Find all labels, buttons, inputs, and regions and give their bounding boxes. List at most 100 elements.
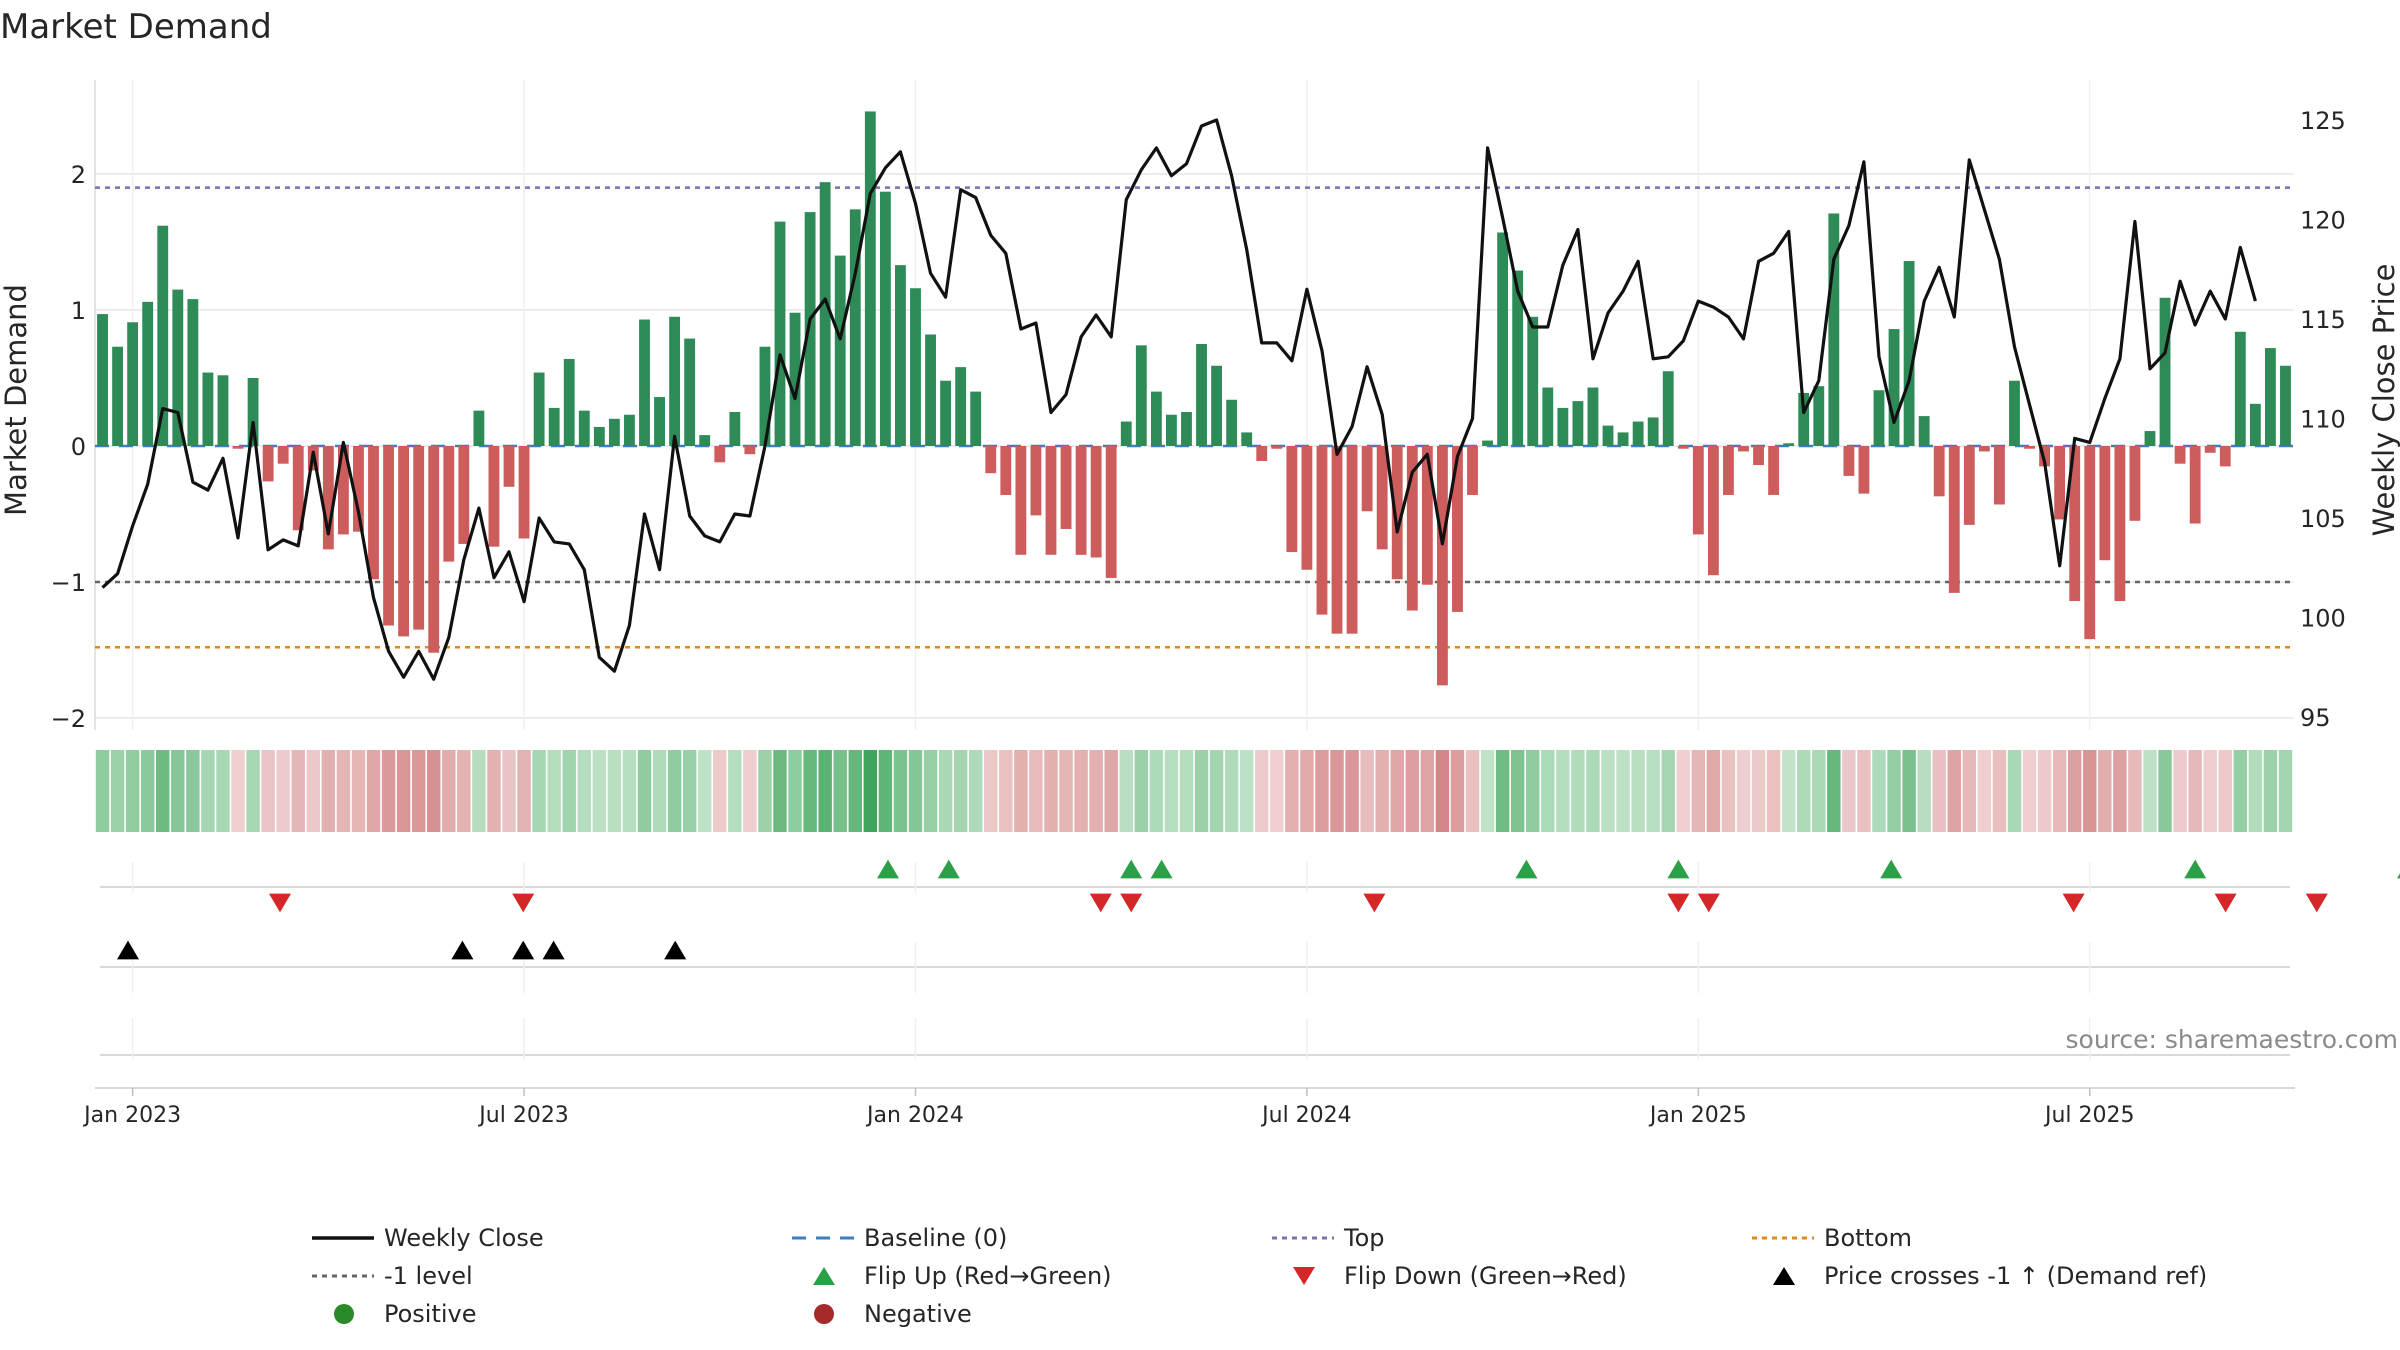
flip-down-marker — [2062, 893, 2085, 913]
demand-bar — [2189, 446, 2201, 524]
price-cross-marker — [542, 940, 565, 960]
flip-down-marker — [269, 893, 291, 913]
heat-cell — [2248, 750, 2263, 832]
demand-bar — [639, 319, 650, 446]
legend-label: Negative — [864, 1300, 972, 1328]
heat-cell — [231, 750, 245, 832]
demand-bar — [1738, 446, 1749, 452]
heat-cell — [863, 750, 878, 832]
demand-bar — [578, 410, 590, 446]
heat-cell — [1631, 750, 1645, 832]
demand-bar — [1090, 446, 1102, 558]
demand-bar — [624, 414, 635, 446]
heat-cell — [743, 750, 757, 832]
heat-cell — [893, 750, 908, 832]
demand-bar — [955, 367, 967, 446]
demand-bar — [428, 446, 440, 653]
demand-bar — [608, 418, 620, 446]
demand-bar — [699, 435, 711, 446]
demand-bar — [1150, 391, 1162, 446]
demand-bar — [940, 380, 952, 446]
heat-cell — [773, 750, 787, 832]
legend-label: -1 level — [384, 1262, 473, 1290]
heat-cell — [2218, 750, 2232, 832]
demand-bar — [2264, 348, 2276, 446]
demand-bar — [2054, 446, 2066, 520]
heat-cell — [1510, 750, 1525, 832]
demand-bar — [2280, 365, 2291, 446]
heat-cell — [1149, 750, 1164, 832]
heat-cell — [2263, 750, 2278, 832]
flip-down-marker — [512, 893, 535, 913]
demand-bar — [1211, 365, 1223, 446]
legend-up-triangle — [813, 1267, 835, 1285]
demand-bar — [2219, 446, 2231, 467]
demand-bar — [1000, 446, 1012, 495]
demand-bar — [1978, 446, 1990, 452]
heat-cell — [110, 750, 125, 832]
demand-bar — [864, 111, 876, 446]
demand-bar — [1948, 446, 1960, 593]
demand-bar — [2024, 446, 2035, 449]
demand-bar — [1361, 446, 1373, 512]
demand-bar — [1376, 446, 1388, 550]
demand-bar — [1572, 401, 1584, 446]
demand-bar — [1075, 446, 1087, 555]
y-axis-label-right: Weekly Close Price — [2367, 264, 2400, 537]
demand-bars — [97, 111, 2291, 686]
demand-bar — [1873, 390, 1885, 446]
heat-cell — [125, 750, 140, 832]
heat-cell — [306, 750, 321, 832]
heat-cell — [1285, 750, 1299, 832]
heat-cell — [1902, 750, 1916, 832]
heat-cell — [186, 750, 200, 832]
demand-bar — [1617, 432, 1629, 446]
legend-label: Positive — [384, 1300, 477, 1328]
demand-bar — [2159, 297, 2171, 446]
flip-down-marker — [1363, 893, 1386, 913]
demand-bar — [217, 375, 229, 446]
demand-bar — [2069, 446, 2081, 602]
demand-bar — [593, 426, 605, 446]
demand-bar — [1467, 446, 1478, 495]
demand-bar — [1497, 232, 1509, 446]
heat-cell — [788, 750, 802, 832]
heat-cell — [487, 750, 501, 832]
x-tick-label: Jul 2023 — [477, 1103, 569, 1128]
heat-cell — [2022, 750, 2037, 832]
flip-up-marker — [877, 859, 899, 879]
left-tick-label: −1 — [51, 569, 86, 597]
demand-bar — [1587, 387, 1599, 446]
x-tick-label: Jul 2025 — [2043, 1103, 2135, 1128]
heat-cell — [1661, 750, 1675, 832]
heat-cell — [2037, 750, 2052, 832]
heat-cell — [728, 750, 742, 832]
demand-bar — [714, 446, 726, 463]
demand-bar — [1707, 446, 1719, 576]
demand-bar — [1286, 446, 1298, 553]
demand-bar — [337, 446, 349, 535]
heat-cell — [2128, 750, 2142, 832]
flip-up-marker — [1880, 859, 1903, 879]
heat-cell — [1239, 750, 1254, 832]
right-tick-label: 110 — [2300, 406, 2346, 434]
heat-cell — [607, 750, 622, 832]
legend-up-triangle — [1773, 1267, 1795, 1285]
heat-cell — [1375, 750, 1389, 832]
right-tick-label: 115 — [2300, 306, 2346, 334]
heat-cell — [758, 750, 772, 832]
demand-bar — [112, 346, 124, 446]
left-tick-label: 0 — [71, 433, 86, 461]
demand-bar — [277, 446, 289, 464]
heat-cell — [140, 750, 155, 832]
demand-bar — [849, 209, 861, 446]
heat-cell — [1014, 750, 1028, 832]
legend-label: Top — [1343, 1224, 1385, 1252]
heat-cell — [1255, 750, 1269, 832]
heat-cell — [1992, 750, 2007, 832]
demand-bar — [1346, 446, 1358, 634]
demand-bar — [292, 446, 304, 531]
demand-bar — [443, 446, 455, 562]
demand-bar — [1226, 399, 1238, 446]
